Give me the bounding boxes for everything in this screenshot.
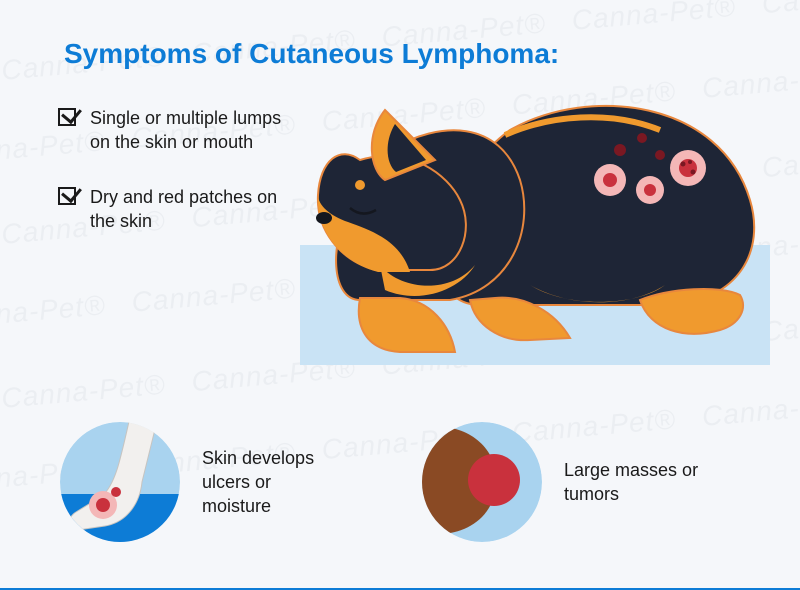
dog-illustration — [300, 90, 770, 380]
page-title: Symptoms of Cutaneous Lymphoma: — [64, 38, 559, 70]
checkmark-icon — [58, 108, 76, 126]
detail-text: Large masses or tumors — [564, 458, 704, 507]
detail-text: Skin develops ulcers or moisture — [202, 446, 342, 519]
detail-row: Skin develops ulcers or moisture Large m… — [60, 422, 760, 542]
symptom-checklist: Single or multiple lumps on the skin or … — [58, 106, 288, 263]
checklist-item: Dry and red patches on the skin — [58, 185, 288, 234]
checklist-text: Dry and red patches on the skin — [90, 185, 288, 234]
detail-item: Large masses or tumors — [422, 422, 760, 542]
checklist-text: Single or multiple lumps on the skin or … — [90, 106, 288, 155]
detail-item: Skin develops ulcers or moisture — [60, 422, 398, 542]
ulcer-icon — [60, 422, 180, 542]
checkmark-icon — [58, 187, 76, 205]
tumor-icon — [422, 422, 542, 542]
checklist-item: Single or multiple lumps on the skin or … — [58, 106, 288, 155]
